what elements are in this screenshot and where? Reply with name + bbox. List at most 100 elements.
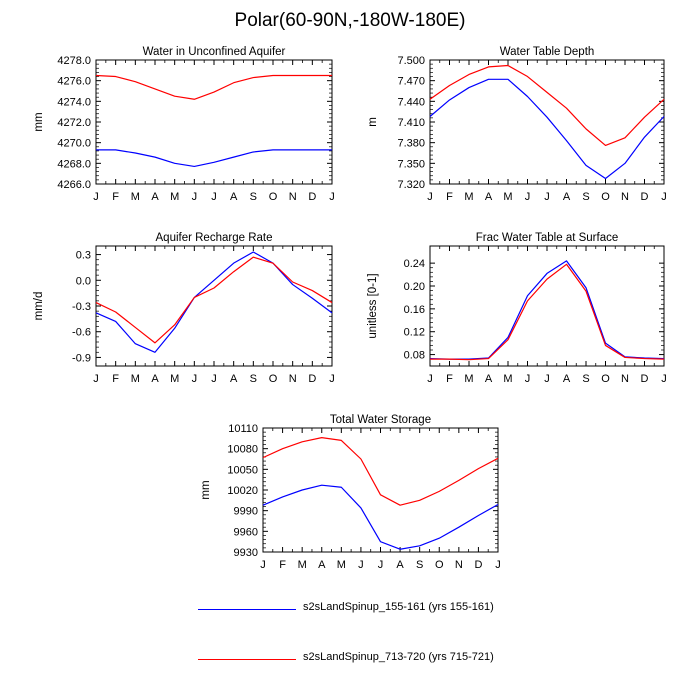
- y-tick-label: 0.20: [404, 281, 425, 293]
- x-tick-label: J: [260, 559, 266, 571]
- y-axis-label: m: [367, 117, 379, 127]
- x-tick-label: J: [93, 191, 99, 203]
- y-tick-label: 7.380: [397, 138, 425, 150]
- panel-title: Aquifer Recharge Rate: [156, 232, 273, 244]
- x-tick-label: S: [250, 191, 257, 203]
- x-tick-label: J: [525, 373, 531, 385]
- y-tick-label: 4274.0: [57, 96, 91, 108]
- x-tick-label: A: [563, 191, 571, 203]
- x-tick-label: F: [446, 373, 453, 385]
- y-tick-label: 9990: [234, 506, 258, 518]
- x-tick-label: F: [279, 559, 286, 571]
- x-tick-label: N: [289, 373, 297, 385]
- legend-line-series-2: [198, 659, 296, 660]
- x-tick-label: S: [416, 559, 423, 571]
- x-tick-label: D: [641, 373, 649, 385]
- y-tick-label: 9930: [234, 547, 258, 559]
- y-tick-label: 0.08: [404, 350, 425, 362]
- y-tick-label: 10080: [227, 444, 258, 456]
- series-line-1: [95, 251, 333, 353]
- y-tick-label: 4276.0: [57, 76, 91, 88]
- y-tick-label: -0.6: [72, 327, 91, 339]
- series-line-1: [429, 78, 665, 180]
- y-tick-label: 7.440: [397, 96, 425, 108]
- x-tick-label: J: [544, 191, 550, 203]
- y-tick-label: 4266.0: [57, 179, 91, 191]
- x-tick-label: J: [192, 373, 198, 385]
- y-tick-label: -0.9: [72, 352, 91, 364]
- series-line-1: [96, 149, 332, 168]
- x-tick-label: J: [378, 559, 384, 571]
- series-line-2: [95, 74, 332, 100]
- x-tick-label: J: [544, 373, 550, 385]
- x-tick-label: F: [112, 191, 119, 203]
- x-tick-label: D: [641, 191, 649, 203]
- x-tick-label: F: [112, 373, 119, 385]
- x-tick-label: J: [211, 191, 217, 203]
- y-axis-label: mm: [33, 112, 45, 131]
- legend-label-series-2: s2sLandSpinup_713-720 (yrs 715-721): [303, 651, 494, 663]
- y-tick-label: 4268.0: [57, 158, 91, 170]
- y-tick-label: 0.24: [404, 258, 425, 270]
- x-tick-label: O: [601, 191, 610, 203]
- panel-title: Water Table Depth: [500, 46, 595, 58]
- x-tick-label: S: [250, 373, 257, 385]
- y-tick-label: 4270.0: [57, 138, 91, 150]
- x-tick-label: M: [170, 191, 179, 203]
- x-tick-label: M: [464, 191, 473, 203]
- y-tick-label: 0.12: [404, 327, 425, 339]
- y-tick-label: 7.500: [397, 55, 425, 67]
- y-tick-label: 9960: [234, 526, 258, 538]
- y-tick-label: 10050: [227, 464, 258, 476]
- x-tick-label: M: [131, 191, 140, 203]
- x-tick-label: M: [298, 559, 307, 571]
- plot-frame: [95, 59, 333, 185]
- panel-title: Frac Water Table at Surface: [476, 232, 619, 244]
- y-tick-label: 10110: [228, 423, 258, 435]
- y-tick-label: 7.350: [397, 158, 425, 170]
- plot-frame: [95, 245, 333, 367]
- x-tick-label: J: [211, 373, 217, 385]
- x-tick-label: M: [170, 373, 179, 385]
- y-tick-label: -0.3: [72, 301, 91, 313]
- x-tick-label: F: [446, 191, 453, 203]
- x-tick-label: A: [230, 191, 238, 203]
- x-tick-label: D: [474, 559, 482, 571]
- y-tick-label: 10020: [227, 485, 258, 497]
- x-tick-label: M: [131, 373, 140, 385]
- plot-frame: [429, 59, 665, 185]
- panel-frac: Frac Water Table at Surface unitless [0-1…: [367, 232, 667, 385]
- x-tick-label: J: [93, 373, 99, 385]
- y-axis-label: unitless [0-1]: [367, 273, 379, 338]
- y-tick-label: 0.16: [404, 304, 425, 316]
- series-line-1: [429, 260, 665, 360]
- x-tick-label: J: [329, 373, 335, 385]
- x-tick-label: N: [455, 559, 463, 571]
- x-tick-label: O: [269, 373, 278, 385]
- x-tick-label: O: [435, 559, 444, 571]
- y-axis-label: mm: [200, 480, 212, 499]
- x-tick-label: S: [582, 373, 589, 385]
- x-tick-label: A: [151, 191, 159, 203]
- legend-label-series-1: s2sLandSpinup_155-161 (yrs 155-161): [303, 601, 494, 613]
- y-tick-label: 7.410: [397, 117, 425, 129]
- x-tick-label: M: [464, 373, 473, 385]
- x-tick-label: J: [427, 373, 433, 385]
- x-tick-label: D: [308, 191, 316, 203]
- x-tick-label: M: [503, 191, 512, 203]
- x-tick-label: A: [485, 373, 493, 385]
- series-line-2: [430, 263, 665, 361]
- legend-line-series-1: [198, 609, 296, 610]
- x-tick-label: A: [396, 559, 404, 571]
- x-tick-label: J: [661, 191, 667, 203]
- x-tick-label: A: [485, 191, 493, 203]
- figure-title: Polar(60-90N,-180W-180E): [234, 10, 466, 31]
- series-line-1: [262, 484, 499, 550]
- series-line-2: [429, 64, 665, 147]
- x-tick-label: J: [358, 559, 364, 571]
- y-tick-label: 0.3: [76, 250, 91, 262]
- plot-frame: [262, 427, 499, 553]
